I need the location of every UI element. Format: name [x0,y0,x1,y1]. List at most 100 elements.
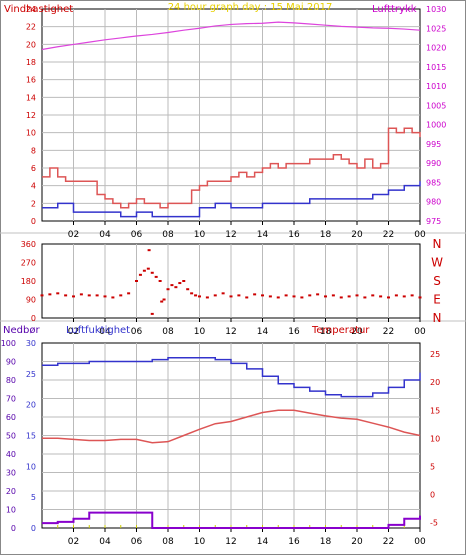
chart2-direction-point [158,280,162,282]
chart3-temp-tick-label: 5 [430,462,435,471]
chart1-left-tick-label: 6 [31,164,36,173]
chart1-right-tick-label: 995 [426,140,441,149]
chart2-left-tick-label: 360 [21,240,36,249]
chart2-direction-point [410,294,414,297]
x-tick-label: 06 [131,230,143,240]
chart2-direction-point [127,292,131,295]
chart1-left-tick-label: 22 [26,23,36,32]
x-tick-label: 20 [351,230,363,240]
chart1-series-line-0 [41,21,421,51]
x-tick-label: 00 [414,537,426,547]
x-tick-label: 10 [194,537,206,547]
chart2-direction-point [48,293,52,296]
chart2-direction-point [142,269,146,272]
chart2-direction-point [371,294,375,297]
chart2-direction-point [284,294,288,297]
chart2-direction-point [40,294,44,297]
chart2-direction-point [150,312,154,315]
x-tick-label: 08 [162,327,174,337]
x-tick-label: 00 [414,327,426,337]
chart3-precip-tick-label: 30 [6,469,16,478]
chart2-direction-point [72,295,75,298]
chart2-direction-point [300,296,304,299]
chart2-direction-point [160,300,164,303]
chart3-temp-tick-label: 25 [430,350,440,359]
chart3-humidity-tick-label: 10 [26,462,36,471]
chart1-title: 24 hour graph day : 15 Mai 2017 [168,2,333,13]
chart3-humidity-tick-label: 5 [31,493,36,502]
chart2-direction-point [111,296,115,299]
chart1-right-tick-label: 1000 [426,121,446,130]
chart2-direction-point [162,298,166,301]
x-tick-label: 22 [383,230,394,240]
x-tick-label: 06 [131,537,143,547]
chart1-right-tick-label: 1020 [426,44,446,53]
chart1-left-tick-label: 0 [31,217,36,226]
chart2-direction-point [147,249,151,252]
chart3-humidity-tick-label: 0 [31,524,36,533]
chart2-direction-point [394,294,398,297]
chart2-direction-label: W [431,256,443,270]
chart2-left-tick-label: 0 [31,314,36,323]
chart3-precip-tick-label: 60 [6,413,16,422]
chart1-right-tick-label: 985 [426,178,441,187]
x-tick-label: 06 [131,327,143,337]
chart2-direction-point [276,296,280,299]
chart2-direction-point [174,286,178,289]
chart2-direction-point [198,295,201,298]
chart2-direction-point [245,296,249,299]
chart2-direction-label: N [433,237,442,251]
chart3-temp-tick-label: 20 [430,378,440,387]
chart2-direction-point [150,271,154,274]
chart2-direction-label: S [433,274,441,288]
chart2-direction-point [387,296,390,299]
chart3-precip-tick-label: 0 [11,524,16,533]
chart2-direction-point [229,295,233,298]
chart3-humidity-tick-label: 15 [26,432,36,441]
chart3-precip-tick-label: 90 [6,358,16,367]
chart2-direction-point [87,294,91,297]
chart2-direction-point [170,284,174,287]
chart1-right-tick-label: 1025 [426,24,446,33]
chart2-direction-point [402,295,406,298]
chart2-direction-point [363,296,367,299]
chart3-precip-tick-label: 40 [6,450,16,459]
chart3-precip-tick-label: 100 [1,339,16,348]
x-tick-label: 02 [68,230,79,240]
chart2-direction-point [339,296,343,299]
chart1-left-tick-label: 18 [26,58,36,67]
chart2-direction-label: N [433,311,442,325]
x-tick-label: 16 [288,537,300,547]
x-tick-label: 08 [162,230,174,240]
chart1-right-tick-label: 980 [426,198,441,207]
x-tick-label: 14 [257,230,269,240]
chart2-direction-point [324,295,327,298]
chart1-left-tick-label: 12 [26,111,36,120]
chart3-precip-tick-label: 50 [6,432,16,441]
chart2-direction-point [237,294,241,297]
x-tick-label: 12 [225,327,236,337]
chart2-direction-point [221,292,225,295]
chart2-direction-point [182,280,186,282]
chart1-right-axis-label: Lufttrykk [372,4,417,15]
x-tick-label: 04 [99,327,111,337]
chart2-left-tick-label: 270 [21,259,36,268]
chart2-direction-point [292,295,296,298]
chart3-series-line-0 [42,357,421,398]
chart1-series-line-2 [42,181,421,218]
x-tick-label: 00 [414,230,426,240]
chart1-series-line-1 [42,127,421,209]
x-tick-label: 12 [225,537,236,547]
x-tick-label: 04 [99,537,111,547]
chart1-right-tick-label: 975 [426,217,441,226]
x-tick-label: 18 [320,537,332,547]
x-tick-label: 18 [320,230,332,240]
chart2-direction-point [316,293,320,296]
x-tick-label: 22 [383,327,394,337]
chart2-direction-label: E [433,293,441,307]
x-tick-label: 10 [194,230,206,240]
chart3-precip-tick-label: 80 [6,376,16,385]
chart2-direction-point [253,293,257,296]
chart3-temp-tick-label: 0 [430,490,435,499]
